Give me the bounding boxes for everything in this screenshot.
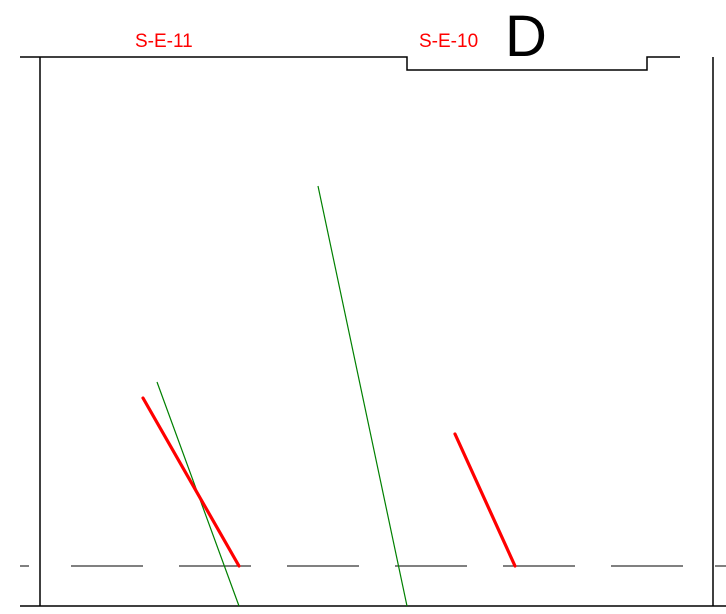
grid-letter: D	[505, 4, 547, 69]
red-member-right	[453, 432, 517, 568]
green-member-center	[317, 185, 408, 607]
red-member-left	[141, 396, 241, 568]
top-outline	[20, 56, 680, 71]
section-label-right: S-E-10	[419, 31, 478, 52]
section-label-left: S-E-11	[135, 31, 193, 52]
